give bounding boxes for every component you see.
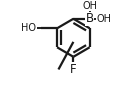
Text: OH: OH (82, 1, 97, 11)
Text: HO: HO (21, 23, 36, 33)
Text: OH: OH (97, 14, 112, 24)
Text: F: F (70, 63, 77, 76)
Text: B: B (86, 12, 94, 25)
